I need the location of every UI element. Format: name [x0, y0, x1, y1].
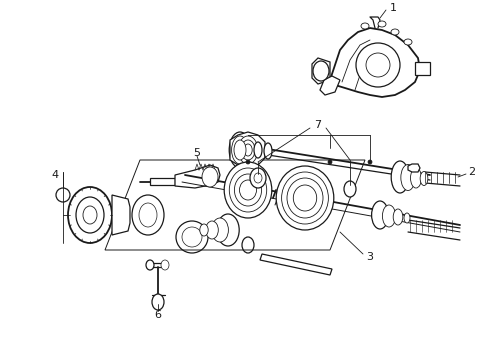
Ellipse shape — [246, 160, 250, 164]
Polygon shape — [175, 165, 220, 188]
Polygon shape — [312, 58, 330, 84]
Text: 4: 4 — [51, 170, 59, 180]
Ellipse shape — [294, 185, 317, 211]
Ellipse shape — [202, 167, 218, 187]
Ellipse shape — [344, 181, 356, 197]
Ellipse shape — [393, 209, 403, 225]
Polygon shape — [408, 164, 420, 172]
Ellipse shape — [401, 165, 415, 190]
Polygon shape — [415, 62, 430, 75]
Ellipse shape — [146, 260, 154, 270]
Ellipse shape — [234, 174, 262, 206]
Ellipse shape — [254, 173, 262, 183]
Ellipse shape — [76, 197, 104, 233]
Ellipse shape — [206, 221, 219, 239]
Text: 3: 3 — [367, 252, 373, 262]
Polygon shape — [112, 195, 130, 235]
Ellipse shape — [254, 142, 262, 158]
Ellipse shape — [56, 188, 70, 202]
Ellipse shape — [250, 168, 266, 188]
Text: 5: 5 — [194, 148, 200, 158]
Ellipse shape — [404, 39, 412, 45]
Polygon shape — [150, 263, 165, 267]
Ellipse shape — [378, 21, 386, 27]
Polygon shape — [260, 254, 332, 275]
Ellipse shape — [229, 132, 251, 168]
Ellipse shape — [328, 160, 332, 164]
Ellipse shape — [420, 171, 428, 185]
Ellipse shape — [313, 61, 329, 81]
Ellipse shape — [244, 144, 252, 156]
Ellipse shape — [264, 143, 272, 159]
Polygon shape — [330, 28, 420, 97]
Text: 2: 2 — [468, 167, 475, 177]
Ellipse shape — [232, 136, 248, 164]
Ellipse shape — [356, 43, 400, 87]
Ellipse shape — [361, 23, 369, 29]
Ellipse shape — [404, 213, 410, 223]
Ellipse shape — [161, 260, 169, 270]
Ellipse shape — [132, 195, 164, 235]
Ellipse shape — [238, 136, 258, 164]
Ellipse shape — [240, 180, 256, 200]
Ellipse shape — [234, 140, 246, 160]
Ellipse shape — [200, 224, 208, 236]
Ellipse shape — [391, 29, 399, 35]
Ellipse shape — [282, 172, 328, 224]
Ellipse shape — [139, 203, 157, 227]
Ellipse shape — [241, 140, 255, 160]
Ellipse shape — [224, 162, 272, 218]
Ellipse shape — [287, 178, 323, 218]
Polygon shape — [150, 178, 175, 185]
Ellipse shape — [229, 168, 267, 212]
Text: 6: 6 — [154, 310, 162, 320]
Text: 7: 7 — [315, 120, 321, 130]
Text: 1: 1 — [390, 3, 396, 13]
Ellipse shape — [382, 205, 395, 227]
Ellipse shape — [83, 206, 97, 224]
Ellipse shape — [152, 294, 164, 310]
Ellipse shape — [366, 53, 390, 77]
Ellipse shape — [391, 161, 409, 193]
Ellipse shape — [368, 160, 372, 164]
Ellipse shape — [411, 168, 421, 188]
Polygon shape — [320, 76, 340, 95]
Ellipse shape — [217, 214, 239, 246]
Ellipse shape — [68, 187, 112, 243]
Ellipse shape — [276, 166, 334, 230]
Polygon shape — [230, 132, 265, 168]
Ellipse shape — [212, 218, 228, 242]
Ellipse shape — [371, 201, 389, 229]
